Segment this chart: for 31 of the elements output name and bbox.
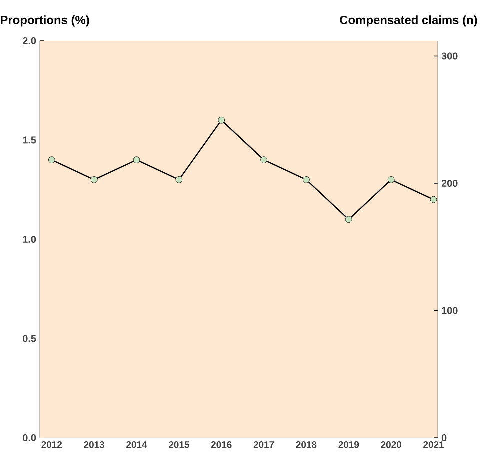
x-tick-label: 2014: [126, 442, 148, 448]
y-tick-label: 0.0: [23, 434, 36, 442]
point: [388, 176, 395, 184]
point: [260, 156, 268, 164]
point: [176, 176, 183, 184]
y2-tick-label: 0: [442, 434, 447, 442]
x-tick-label: 2013: [84, 442, 104, 448]
x-tick-label: 2019: [338, 442, 360, 448]
x-tick-label: 2015: [168, 442, 190, 448]
y2-tick-label: 300: [442, 52, 458, 60]
y2-tick-label: 200: [442, 180, 458, 188]
x-tick-label: 2020: [381, 442, 402, 448]
x-tick-label: 2018: [296, 442, 317, 448]
x-tick-label: 2021: [424, 442, 444, 448]
y-tick-label: 0.5: [23, 335, 36, 342]
point: [303, 176, 310, 184]
x-tick-label: 2017: [254, 442, 274, 448]
x-tick-label: 2016: [211, 442, 232, 448]
y-tick-label: 2.0: [22, 37, 36, 45]
y-tick-label: 1.0: [23, 236, 36, 244]
y2-axis-title: Compensated claims (n): [340, 16, 478, 27]
point: [218, 116, 226, 124]
y-tick-label: 1.5: [23, 136, 36, 144]
y-axis-title: Proportions (%): [1, 16, 90, 27]
y2-tick-label: 100: [442, 307, 458, 314]
point: [430, 196, 438, 204]
point: [90, 176, 98, 184]
point: [48, 156, 56, 164]
point: [133, 156, 140, 164]
x-tick-label: 2012: [42, 442, 62, 448]
point: [346, 216, 352, 224]
